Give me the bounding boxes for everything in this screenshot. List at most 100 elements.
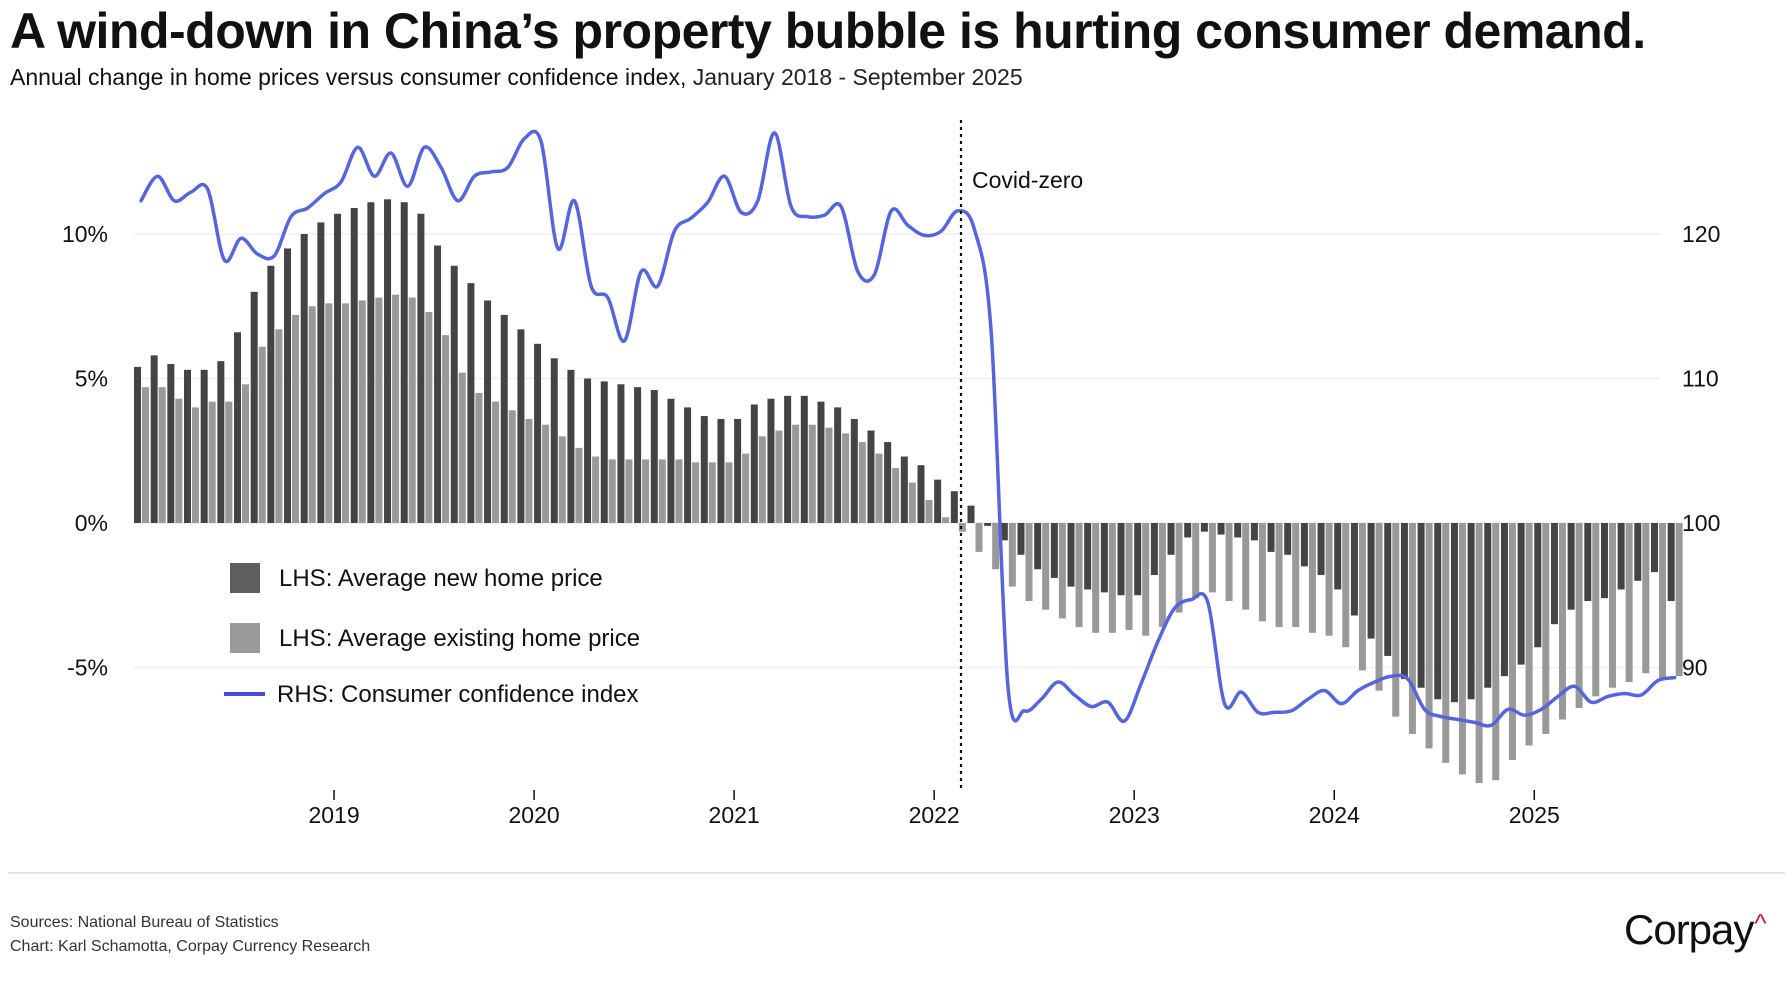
- bar-existing-home: [275, 329, 283, 523]
- x-axis-tick-label: 2025: [1509, 802, 1560, 828]
- bar-new-home: [1434, 523, 1442, 700]
- legend-swatch-new-home: [230, 563, 260, 593]
- bar-existing-home: [408, 297, 416, 523]
- bar-new-home: [667, 398, 675, 523]
- chart-credit: Chart: Karl Schamotta, Corpay Currency R…: [10, 938, 371, 955]
- bar-existing-home: [1608, 523, 1616, 688]
- bar-existing-home: [1408, 523, 1416, 734]
- bar-existing-home: [1425, 523, 1433, 749]
- bar-new-home: [1500, 523, 1508, 677]
- bar-new-home: [1650, 523, 1658, 573]
- bar-new-home: [767, 398, 775, 523]
- bar-new-home: [200, 369, 208, 523]
- bar-new-home: [1550, 523, 1558, 625]
- bar-new-home: [1300, 523, 1308, 567]
- bar-new-home: [150, 355, 158, 523]
- bar-existing-home: [925, 499, 933, 523]
- bar-new-home: [934, 479, 942, 523]
- bar-new-home: [467, 283, 475, 523]
- bar-new-home: [984, 523, 992, 526]
- bar-existing-home: [675, 459, 683, 523]
- bar-existing-home: [258, 346, 266, 523]
- left-axis: 10% 5% 0% -5%: [62, 221, 108, 681]
- bar-existing-home: [1275, 523, 1283, 628]
- bar-existing-home: [558, 436, 566, 523]
- logo-caret-icon: ^: [1754, 908, 1766, 938]
- bar-new-home: [484, 300, 492, 523]
- bar-existing-home: [825, 427, 833, 523]
- bar-existing-home: [725, 462, 733, 523]
- bar-new-home: [300, 234, 308, 523]
- bar-new-home: [900, 456, 908, 523]
- bar-existing-home: [1292, 523, 1300, 628]
- bar-existing-home: [858, 442, 866, 523]
- bar-new-home: [1184, 523, 1192, 538]
- bar-existing-home: [958, 523, 966, 532]
- bar-new-home: [217, 361, 225, 523]
- bar-new-home: [1617, 523, 1625, 590]
- bar-existing-home: [975, 523, 983, 552]
- left-axis-tick-label: 0%: [75, 510, 108, 536]
- bar-existing-home: [325, 303, 333, 523]
- bar-new-home: [267, 265, 275, 523]
- bar-new-home: [134, 366, 141, 523]
- bar-new-home: [850, 418, 858, 523]
- bar-existing-home: [908, 482, 916, 523]
- bar-existing-home: [442, 335, 450, 523]
- bar-new-home: [1284, 523, 1292, 555]
- bar-new-home: [650, 390, 658, 523]
- bar-new-home: [1234, 523, 1242, 538]
- right-axis-tick-label: 120: [1682, 221, 1720, 247]
- bar-existing-home: [1575, 523, 1583, 708]
- bar-new-home: [1100, 523, 1108, 593]
- bar-existing-home: [292, 314, 300, 523]
- bar-new-home: [967, 505, 975, 523]
- bar-new-home: [550, 358, 558, 523]
- bar-existing-home: [242, 384, 250, 523]
- bar-new-home: [167, 364, 175, 523]
- bar-existing-home: [742, 453, 750, 523]
- bar-new-home: [1567, 523, 1575, 610]
- bar-new-home: [800, 395, 808, 523]
- bar-existing-home: [1075, 523, 1083, 628]
- bar-new-home: [884, 442, 892, 523]
- bar-new-home: [500, 314, 508, 523]
- bar-new-home: [334, 213, 342, 523]
- bar-existing-home: [1358, 523, 1366, 671]
- bar-existing-home: [842, 433, 850, 523]
- bar-existing-home: [708, 462, 716, 523]
- bar-new-home: [834, 407, 842, 523]
- cci-line-group: [139, 129, 1677, 728]
- bar-existing-home: [1458, 523, 1466, 775]
- bar-new-home: [184, 369, 192, 523]
- bar-new-home: [1117, 523, 1125, 596]
- bar-new-home: [1417, 523, 1425, 688]
- chart-title: A wind-down in China’s property bubble i…: [10, 3, 1646, 59]
- bar-new-home: [684, 407, 692, 523]
- bar-existing-home: [1025, 523, 1033, 602]
- bar-existing-home: [1325, 523, 1333, 636]
- bar-new-home: [317, 222, 325, 523]
- bar-existing-home: [892, 468, 900, 523]
- bar-existing-home: [392, 294, 400, 523]
- bar-existing-home: [992, 523, 1000, 570]
- covid-zero-label: Covid-zero: [972, 167, 1083, 193]
- bar-new-home: [784, 395, 792, 523]
- bar-existing-home: [1125, 523, 1133, 630]
- bar-existing-home: [1175, 523, 1183, 613]
- chart-subtitle: Annual change in home prices versus cons…: [10, 64, 1023, 91]
- bar-existing-home: [1392, 523, 1400, 717]
- covid-zero-annotation: Covid-zero: [959, 120, 1083, 790]
- bar-existing-home: [1225, 523, 1233, 602]
- bar-new-home: [1200, 523, 1208, 532]
- legend-label-existing-home: LHS: Average existing home price: [279, 625, 640, 652]
- x-axis-tick-label: 2020: [508, 802, 559, 828]
- bar-new-home: [1034, 523, 1042, 570]
- bar-existing-home: [1258, 523, 1266, 622]
- bar-new-home: [250, 291, 258, 523]
- bar-new-home: [1150, 523, 1158, 576]
- bar-new-home: [1000, 523, 1008, 541]
- bar-existing-home: [1658, 523, 1666, 680]
- bar-existing-home: [358, 300, 366, 523]
